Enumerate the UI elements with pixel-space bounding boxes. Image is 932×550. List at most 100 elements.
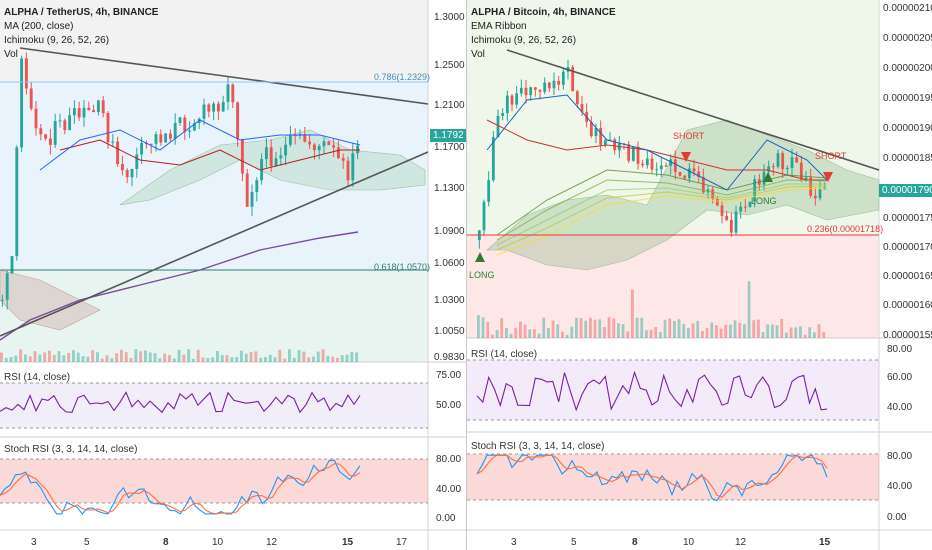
- candle-body: [725, 215, 729, 220]
- volume-bar: [799, 326, 802, 338]
- candle-body: [284, 144, 288, 156]
- right-rsi-label[interactable]: RSI (14, close): [471, 349, 538, 360]
- volume-bar: [542, 317, 546, 338]
- right-chart-panel[interactable]: ALPHA / Bitcoin, 4h, BINANCE EMA Ribbon …: [466, 0, 932, 550]
- left-stoch-tick: 80.00: [436, 454, 462, 465]
- candle-body: [655, 169, 659, 171]
- volume-bar: [481, 317, 485, 338]
- short-signal-marker: [823, 172, 833, 182]
- candle-body: [149, 143, 153, 145]
- candle-body: [53, 121, 57, 145]
- right-chart-canvas[interactable]: [467, 0, 932, 550]
- volume-bar: [340, 355, 344, 362]
- volume-bar: [523, 324, 527, 338]
- candle-body: [818, 189, 822, 199]
- volume-bar: [547, 327, 550, 338]
- candle-body: [543, 82, 547, 92]
- right-x-tick: 3: [511, 537, 517, 548]
- volume-bar: [771, 324, 774, 338]
- left-chart-panel[interactable]: ALPHA / TetherUS, 4h, BINANCE MA (200, c…: [0, 0, 466, 550]
- left-chart-title: ALPHA / TetherUS, 4h, BINANCE: [4, 7, 159, 18]
- candle-body: [673, 159, 677, 173]
- candle-body: [650, 158, 654, 170]
- candle-body: [762, 171, 766, 185]
- candle-body: [771, 166, 775, 168]
- volume-bar: [168, 355, 171, 362]
- left-x-tick: 3: [31, 537, 37, 548]
- candle-body: [255, 180, 259, 192]
- candle-body: [44, 134, 48, 139]
- ichimoku-conversion-line: [486, 94, 828, 191]
- volume-bar: [48, 350, 51, 362]
- volume-bar: [677, 319, 681, 338]
- volume-bar: [691, 323, 695, 338]
- volume-bar: [570, 326, 574, 338]
- volume-bar: [139, 351, 143, 362]
- volume-bar: [761, 332, 765, 338]
- left-stoch-label[interactable]: Stoch RSI (3, 3, 14, 14, close): [4, 444, 138, 455]
- volume-bar: [603, 327, 606, 338]
- left-indicator-ma[interactable]: MA (200, close): [4, 21, 74, 32]
- candle-body: [317, 146, 321, 151]
- volume-bar: [729, 324, 732, 338]
- volume-bar: [96, 352, 99, 362]
- candle-body: [183, 117, 187, 132]
- candle-body: [482, 201, 486, 231]
- volume-bar: [813, 332, 816, 338]
- right-x-tick: 8: [632, 537, 638, 548]
- candle-body: [813, 195, 817, 199]
- ema-ribbon-line: [496, 187, 828, 256]
- candle-body: [332, 145, 336, 148]
- volume-bar: [182, 354, 186, 362]
- left-chart-canvas[interactable]: [0, 0, 466, 550]
- volume-bar: [57, 351, 61, 362]
- candle-body: [785, 167, 789, 170]
- right-price-tick: 0.00000200: [883, 63, 932, 74]
- candle-body: [739, 206, 743, 212]
- ema-ribbon-line: [496, 169, 828, 236]
- volume-bar: [0, 352, 3, 362]
- candle-body: [68, 115, 72, 131]
- stoch-d-line: [476, 454, 828, 498]
- right-price-tick: 0.00000195: [883, 93, 932, 104]
- volume-bar: [607, 317, 611, 338]
- candle-body: [130, 168, 134, 178]
- volume-bar: [593, 319, 597, 338]
- volume-bar: [584, 320, 588, 338]
- left-indicator-vol[interactable]: Vol: [4, 49, 18, 60]
- volume-bar: [312, 356, 315, 362]
- candle-body: [683, 175, 687, 179]
- right-legend: ALPHA / Bitcoin, 4h, BINANCE EMA Ribbon …: [471, 6, 616, 62]
- candle-body: [487, 180, 491, 202]
- volume-bar: [177, 349, 181, 362]
- candle-body: [491, 137, 495, 181]
- left-rsi-label[interactable]: RSI (14, close): [4, 372, 71, 383]
- candle-body: [571, 67, 575, 92]
- candle-body: [58, 120, 62, 122]
- left-indicator-ichimoku[interactable]: Ichimoku (9, 26, 52, 26): [4, 35, 110, 46]
- right-x-tick: 10: [683, 537, 695, 548]
- volume-bar: [268, 354, 272, 362]
- right-price-tick: 0.00000170: [883, 242, 932, 253]
- candle-body: [524, 87, 528, 96]
- volume-bar: [631, 289, 634, 338]
- volume-bar: [579, 318, 583, 338]
- right-indicator-ema-ribbon[interactable]: EMA Ribbon: [471, 21, 527, 32]
- volume-bar: [649, 329, 653, 338]
- volume-bar: [682, 324, 686, 338]
- volume-bar: [230, 357, 234, 362]
- candle-body: [245, 173, 249, 207]
- candle-body: [92, 110, 96, 113]
- right-stoch-label[interactable]: Stoch RSI (3, 3, 14, 14, close): [471, 441, 605, 452]
- right-indicator-ichimoku[interactable]: Ichimoku (9, 26, 52, 26): [471, 35, 577, 46]
- volume-bar: [645, 330, 648, 338]
- candle-body: [116, 141, 120, 165]
- right-price-tick: 0.00000165: [883, 271, 932, 282]
- stoch-k-line: [0, 459, 361, 515]
- volume-bar: [172, 358, 176, 362]
- candle-body: [29, 88, 33, 109]
- volume-bar: [216, 351, 219, 362]
- trendline: [19, 47, 429, 105]
- right-short-label-2: SHORT: [815, 151, 847, 161]
- right-indicator-vol[interactable]: Vol: [471, 49, 485, 60]
